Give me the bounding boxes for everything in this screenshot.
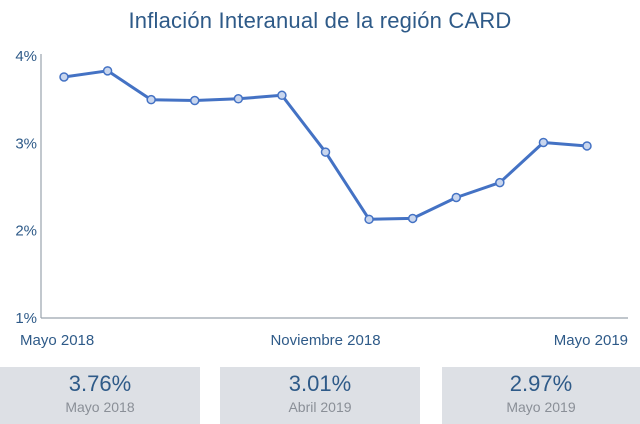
x-tick-label: Mayo 2019 [554, 332, 628, 349]
data-point [233, 94, 244, 104]
summary-card-may-2018: 3.76% Mayo 2018 [0, 367, 200, 424]
data-point [495, 177, 505, 188]
data-point [277, 90, 287, 101]
data-point [59, 72, 69, 82]
y-tick-label: 1% [15, 310, 37, 327]
card-label: Abril 2019 [288, 399, 352, 415]
data-point [364, 214, 374, 225]
card-value: 3.01% [288, 371, 352, 396]
plot-area [59, 66, 592, 225]
line-chart: 1%2%3%4% Mayo 2018 Noviembre 2018 Mayo 201… [15, 48, 628, 349]
summary-card-may-2019: 2.97% Mayo 2019 [442, 367, 640, 424]
data-point [451, 192, 461, 203]
card-value: 2.97% [509, 371, 573, 396]
data-point [190, 95, 200, 106]
series-line [63, 69, 588, 221]
data-point [538, 137, 549, 148]
summary-cards: 3.76% Mayo 2018 3.01% Abril 2019 2.97% M… [0, 367, 640, 424]
card-label: Mayo 2018 [65, 399, 135, 415]
data-point [320, 147, 331, 157]
data-point [102, 66, 113, 76]
x-tick-label: Noviembre 2018 [270, 332, 380, 349]
chart-axes [40, 54, 628, 319]
card-label: Mayo 2019 [506, 399, 576, 415]
y-axis-ticks: 1% 2% 3% 4% [15, 48, 37, 327]
data-point [146, 94, 156, 105]
card-value: 3.76% [68, 371, 132, 396]
y-tick-label: 2% [15, 223, 37, 240]
data-point [582, 141, 592, 151]
y-tick-label: 4% [15, 48, 37, 65]
y-tick-label: 3% [15, 135, 37, 152]
summary-card-april-2019: 3.01% Abril 2019 [220, 367, 420, 424]
chart-title: Inflación Interanual de la región CARD [128, 8, 512, 33]
data-point [407, 213, 418, 224]
x-tick-label: Mayo 2018 [20, 332, 94, 349]
x-axis-ticks: Mayo 2018 Noviembre 2018 Mayo 2019 [20, 332, 628, 349]
